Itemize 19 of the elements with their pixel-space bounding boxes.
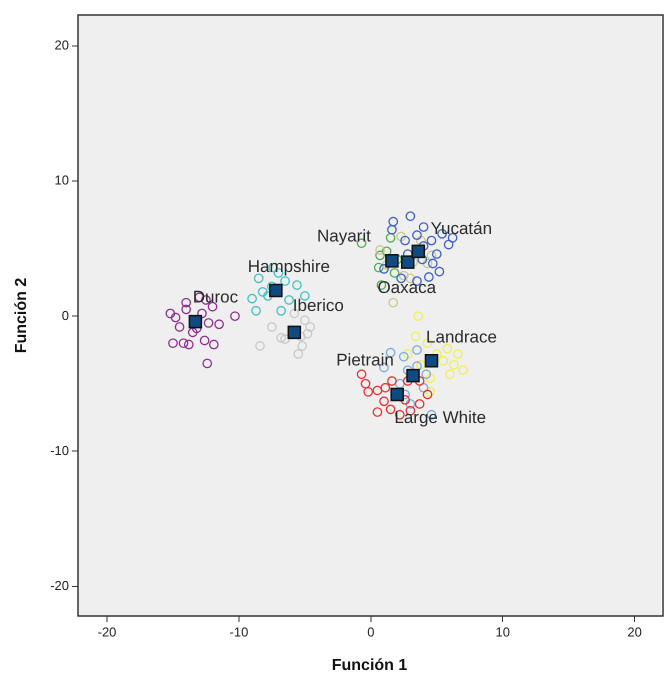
y-tick-label: -10 [50, 442, 69, 458]
x-axis-title: Función 1 [332, 656, 408, 674]
x-tick-label: -10 [230, 624, 248, 640]
x-tick-label: 0 [367, 624, 374, 640]
y-tick-label: 0 [62, 308, 69, 323]
series-label: Oaxaca [377, 278, 437, 297]
x-tick-label: 20 [627, 624, 642, 640]
y-tick-label: 20 [54, 38, 69, 53]
series-label: Pietrain [336, 350, 394, 370]
y-tick-label: -20 [50, 578, 69, 593]
y-axis-title: Función 2 [13, 278, 30, 354]
series-label: Yucatán [430, 219, 492, 238]
series-label: Large White [394, 408, 486, 428]
x-tick-label: -20 [98, 624, 116, 640]
series-label: Iberico [292, 296, 344, 316]
y-tick-label: 10 [54, 172, 69, 188]
x-tick-label: 10 [495, 624, 510, 640]
series-label: Nayarit [316, 226, 372, 246]
series-label: Landrace [426, 327, 497, 346]
